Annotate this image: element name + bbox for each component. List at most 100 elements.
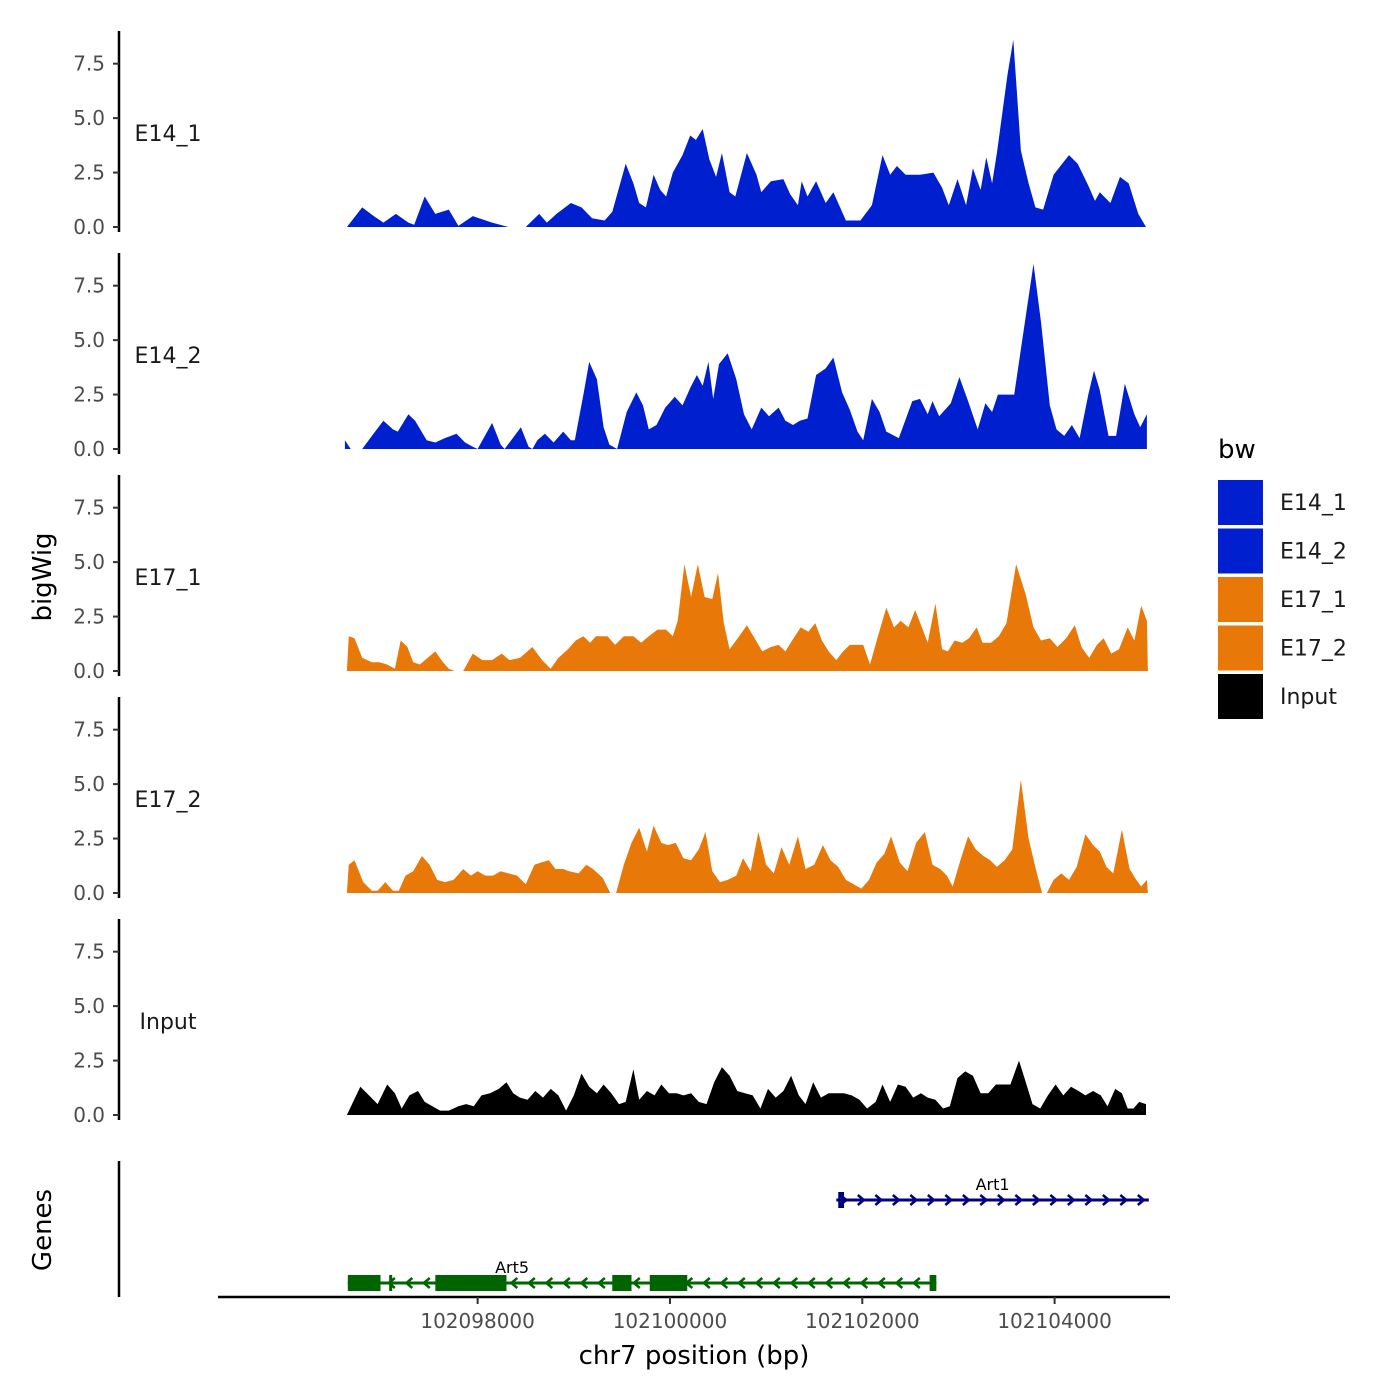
gene-Art1: Art1 [836, 1175, 1149, 1208]
y-tick-label: 2.5 [73, 383, 105, 407]
strand-arrow [927, 1194, 936, 1206]
strand-arrow [944, 1194, 954, 1206]
strand-arrow [1032, 1194, 1041, 1206]
strand-arrow [909, 1194, 919, 1206]
strand-arrow [386, 1277, 396, 1289]
gene-exon [929, 1275, 937, 1291]
x-tick-label: 102102000 [805, 1309, 920, 1333]
strand-arrow [806, 1277, 816, 1289]
legend: bw E14_1 E14_2 E17_1 E17_2 Input [1218, 435, 1347, 719]
strand-arrow [857, 1194, 866, 1206]
signal-area [344, 263, 1147, 449]
strand-arrow [789, 1277, 799, 1289]
legend-title: bw [1218, 435, 1256, 465]
signal-area [346, 564, 1148, 671]
track-label: E14_1 [135, 122, 202, 147]
legend-label: E14_1 [1280, 491, 1347, 516]
y-tick-label: 7.5 [73, 940, 105, 964]
strand-arrow [544, 1277, 554, 1289]
track-E14_2: 0.0 2.5 5.0 7.5 E14_2 [73, 253, 1147, 461]
track-label: E17_1 [135, 566, 202, 591]
legend-swatch [1218, 577, 1263, 622]
y-tick-label: 5.0 [73, 994, 105, 1018]
legend-entry-E17_1: E17_1 [1218, 577, 1347, 622]
strand-arrow [631, 1277, 641, 1289]
y-tick-label: 2.5 [73, 161, 105, 185]
gene-exon [838, 1192, 845, 1208]
strand-arrow [579, 1277, 589, 1289]
genes-group: Art1 Art5 [117, 1161, 1149, 1297]
gene-exon [649, 1275, 688, 1291]
y-tick-label: 0.0 [73, 215, 105, 239]
strand-arrow [404, 1277, 414, 1289]
signal-area [346, 779, 1148, 893]
legend-entry-E17_2: E17_2 [1218, 625, 1347, 671]
strand-arrow [509, 1277, 519, 1289]
strand-arrow [1067, 1194, 1076, 1206]
genes-axis-title: Genes [28, 1189, 58, 1271]
strand-arrow [874, 1194, 884, 1206]
x-axis: 102098000 102100000 102102000 102104000 [218, 1295, 1170, 1333]
strand-arrow [1137, 1194, 1146, 1206]
legend-swatch [1218, 480, 1263, 525]
legend-entry-E14_1: E14_1 [1218, 480, 1347, 525]
y-tick-label: 5.0 [73, 772, 105, 796]
track-Input: 0.0 2.5 5.0 7.5 Input [73, 919, 1146, 1127]
track-E14_1: 0.0 2.5 5.0 7.5 E14_1 [73, 31, 1146, 239]
x-tick-label: 102098000 [420, 1309, 535, 1333]
legend-label: E17_2 [1280, 637, 1347, 662]
gene-Art5: Art5 [347, 1258, 937, 1291]
strand-arrow [526, 1277, 536, 1289]
legend-entry-E14_2: E14_2 [1218, 528, 1347, 574]
strand-arrow [596, 1277, 606, 1289]
gene-exon [347, 1275, 381, 1291]
track-E17_2: 0.0 2.5 5.0 7.5 E17_2 [73, 697, 1148, 905]
y-axis-title: bigWig [28, 532, 58, 621]
y-tick-label: 7.5 [73, 274, 105, 298]
x-tick-label: 102104000 [997, 1309, 1112, 1333]
legend-label: Input [1280, 685, 1337, 710]
y-tick-label: 2.5 [73, 827, 105, 851]
legend-label: E17_1 [1280, 588, 1347, 613]
strand-arrow [824, 1277, 834, 1289]
strand-arrow [736, 1277, 746, 1289]
strand-arrow [771, 1277, 781, 1289]
y-tick-label: 2.5 [73, 605, 105, 629]
gene-exon [435, 1275, 507, 1291]
strand-arrow [719, 1277, 729, 1289]
strand-arrow [1084, 1194, 1094, 1206]
strand-arrow [421, 1277, 431, 1289]
y-tick-label: 7.5 [73, 52, 105, 76]
strand-arrow [1119, 1194, 1129, 1206]
legend-swatch [1218, 674, 1263, 719]
legend-label: E14_2 [1280, 540, 1347, 565]
y-tick-label: 5.0 [73, 106, 105, 130]
x-tick-label: 102100000 [613, 1309, 728, 1333]
track-E17_1: 0.0 2.5 5.0 7.5 E17_1 [73, 475, 1148, 683]
legend-entries: E14_1 E14_2 E17_1 E17_2 Input [1218, 480, 1347, 719]
strand-arrow [962, 1194, 971, 1206]
strand-arrow [561, 1277, 571, 1289]
y-tick-label: 0.0 [73, 437, 105, 461]
gene-exon [389, 1275, 393, 1291]
strand-arrow [1049, 1194, 1059, 1206]
y-tick-label: 0.0 [73, 659, 105, 683]
gene-label: Art5 [495, 1258, 529, 1277]
x-axis-title: chr7 position (bp) [579, 1341, 810, 1371]
y-tick-label: 0.0 [73, 881, 105, 905]
y-tick-label: 0.0 [73, 1103, 105, 1127]
legend-swatch [1218, 625, 1263, 671]
track-label: E17_2 [135, 788, 202, 813]
strand-arrow [894, 1277, 904, 1289]
legend-entry-Input: Input [1218, 674, 1337, 719]
strand-arrow [701, 1277, 711, 1289]
y-tick-label: 5.0 [73, 550, 105, 574]
signal-area [346, 39, 1146, 228]
signal-area [346, 1060, 1146, 1115]
y-tick-label: 7.5 [73, 496, 105, 520]
strand-arrow [997, 1194, 1006, 1206]
strand-arrow [1014, 1194, 1024, 1206]
tracks-group: 0.0 2.5 5.0 7.5 E14_1 0.0 2.5 5.0 7.5 E14_2 0.0 2.5… [73, 31, 1148, 1127]
y-tick-label: 7.5 [73, 718, 105, 742]
